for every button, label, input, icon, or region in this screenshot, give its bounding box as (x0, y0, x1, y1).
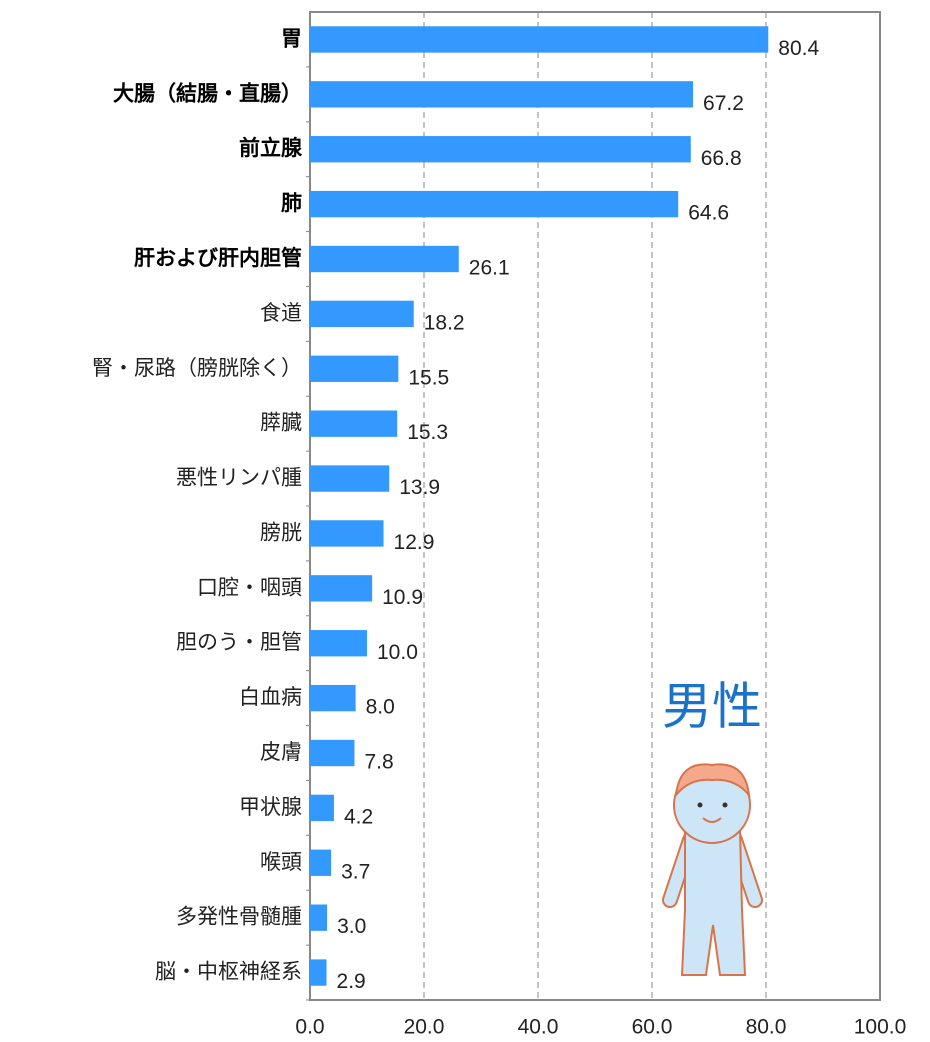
y-tick-label: 多発性骨髄腫 (176, 905, 302, 929)
y-tick-label: 前立腺 (239, 136, 303, 160)
bar (310, 136, 691, 163)
y-tick-label: 肺 (281, 191, 302, 215)
bar (310, 684, 356, 712)
value-label: 10.0 (377, 641, 418, 664)
bar (310, 190, 679, 218)
y-tick-label: 腎・尿路（膀胱除く） (92, 356, 302, 380)
bar (310, 465, 390, 492)
y-tick-label: 喉頭 (260, 850, 302, 874)
x-tick-label: 100.0 (854, 1016, 907, 1039)
y-tick-label: 胃 (281, 26, 302, 50)
bar (310, 520, 384, 547)
bar (310, 630, 367, 657)
value-label: 3.0 (337, 915, 366, 938)
bar (310, 26, 769, 53)
y-tick-label: 皮膚 (260, 740, 302, 764)
value-label: 12.9 (394, 531, 435, 554)
bar (310, 849, 332, 876)
y-tick-label: 肝および肝内胆管 (134, 246, 302, 270)
bar (310, 355, 399, 382)
value-label: 15.3 (407, 421, 448, 444)
y-tick-label: 食道 (260, 301, 302, 325)
value-label: 8.0 (366, 696, 395, 719)
value-label: 15.5 (408, 366, 449, 389)
value-label: 7.8 (364, 751, 393, 774)
x-tick-label: 0.0 (295, 1016, 324, 1039)
x-tick-label: 20.0 (404, 1016, 445, 1039)
value-label: 18.2 (424, 311, 465, 334)
value-label: 26.1 (469, 257, 510, 280)
bar (310, 959, 327, 986)
bar (310, 300, 414, 328)
y-tick-label: 膵臓 (260, 411, 302, 435)
y-tick-label: 悪性リンパ腫 (176, 466, 302, 490)
bar (310, 81, 694, 108)
value-label: 67.2 (703, 92, 744, 115)
value-label: 80.4 (778, 37, 819, 60)
annotation: 男性 (662, 678, 762, 736)
boy-illustration (662, 763, 763, 976)
y-tick-label: 甲状腺 (239, 795, 302, 819)
value-label: 2.9 (337, 970, 366, 993)
bar (310, 739, 355, 767)
bar (310, 410, 398, 437)
y-tick-label: 胆のう・胆管 (176, 630, 302, 654)
y-tick-label: 膀胱 (260, 520, 302, 544)
bar (310, 575, 373, 602)
value-label: 4.2 (344, 805, 373, 828)
x-tick-label: 80.0 (746, 1016, 787, 1039)
y-tick-label: 大腸（結腸・直腸） (113, 81, 302, 105)
value-label: 64.6 (688, 202, 729, 225)
x-tick-label: 60.0 (632, 1016, 673, 1039)
value-label: 66.8 (701, 147, 742, 170)
y-tick-label: 口腔・咽頭 (197, 575, 302, 599)
y-tick-label: 白血病 (239, 685, 302, 709)
bar (310, 245, 459, 273)
value-label: 10.9 (382, 586, 423, 609)
value-label: 13.9 (399, 476, 440, 499)
bar (310, 904, 328, 931)
x-tick-label: 40.0 (518, 1016, 559, 1039)
value-label: 3.7 (341, 860, 370, 883)
y-tick-label: 脳・中枢神経系 (155, 960, 302, 984)
bar (310, 794, 334, 822)
